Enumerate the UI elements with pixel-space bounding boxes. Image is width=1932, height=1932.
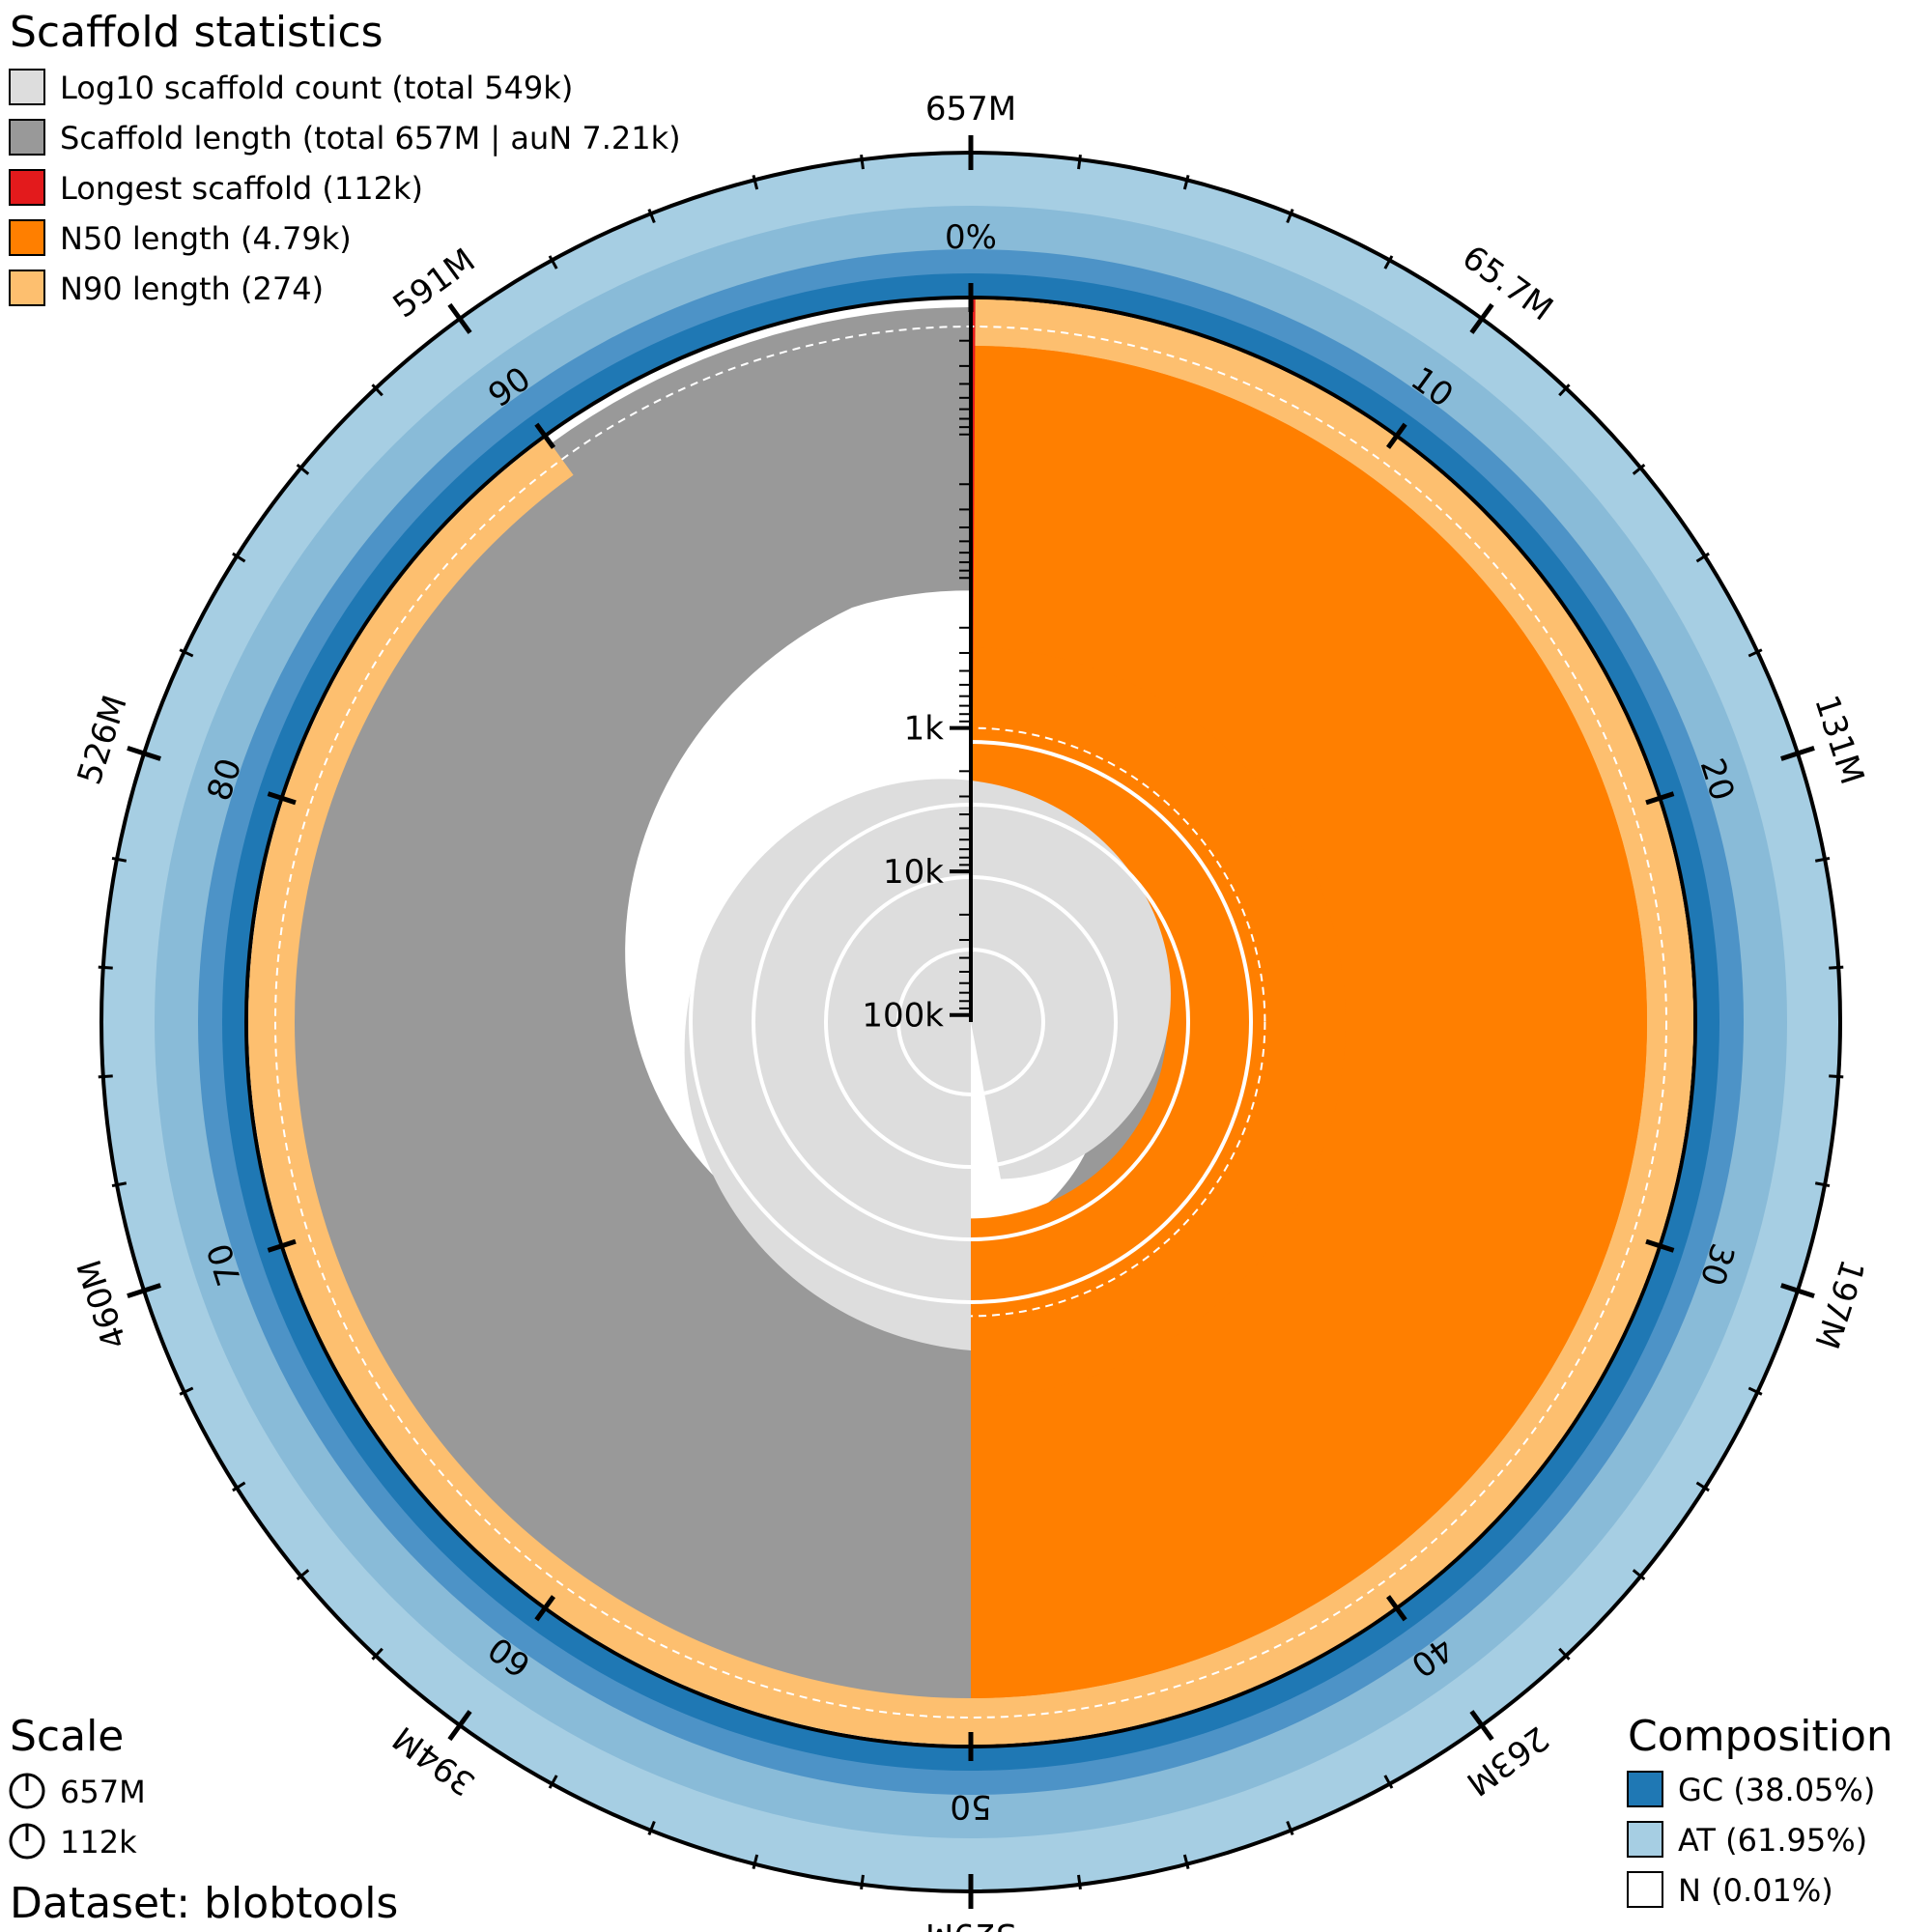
legend-label-4: N90 length (274) [60,270,324,307]
legend-label-0: Log10 scaffold count (total 549k) [60,70,573,106]
outer-minor-tick [1077,154,1082,170]
percent-tick-8 [267,791,297,806]
outer-minor-tick [1695,1481,1710,1492]
outer-tick-label-0: 657M [925,90,1016,128]
outer-minor-tick [752,1854,759,1869]
outer-minor-tick [371,1647,384,1661]
composition-swatch-1 [1627,1821,1663,1858]
outer-tick-1 [1469,302,1494,334]
scale-title: Scale [10,1712,124,1761]
percent-tick-9 [534,422,556,449]
outer-tick-label-5: 329M [925,1916,1016,1932]
legend-label-3: N50 length (4.79k) [60,220,352,257]
outer-tick-label-2: 131M [1806,691,1871,789]
legend-swatch-3 [9,219,45,256]
scale-item-total: 657M [9,1773,146,1810]
length-axis-label-1: 10k [883,853,944,892]
outer-tick-label-7: 460M [71,1255,135,1353]
composition-label-0: GC (38.05%) [1678,1772,1875,1808]
length-axis-ticks: 1k 10k 100k [862,339,971,1036]
percent-tick-label-0: 0% [945,218,997,257]
legend-swatch-0 [9,69,45,105]
percent-tick-label-5: 50 [950,1787,991,1826]
outer-minor-tick [548,1775,558,1789]
composition-swatch-0 [1627,1771,1663,1807]
scale-item-longest: 112k [9,1823,137,1861]
outer-minor-tick [1558,1647,1571,1661]
outer-tick-3 [1780,1283,1815,1299]
scale-label-longest: 112k [60,1824,137,1861]
outer-minor-tick [1814,1181,1831,1188]
panel-title: Scaffold statistics [10,8,384,57]
legend-swatch-4 [9,270,45,306]
composition-legend: GC (38.05%) AT (61.95%) N (0.01%) [1627,1771,1875,1909]
outer-tick-6 [447,1710,472,1742]
outer-tick-7 [127,1283,161,1299]
outer-minor-tick [1632,463,1646,475]
count-spiral-area [684,779,1171,1350]
outer-minor-tick [232,552,246,563]
dataset-label: Dataset: blobtools [10,1879,398,1928]
outer-minor-tick [1077,1874,1082,1890]
percent-tick-2 [1645,791,1675,806]
percent-tick-3 [1645,1238,1675,1253]
outer-minor-tick [860,154,865,170]
length-axis-label-2: 100k [862,997,944,1036]
legend-swatch-1 [9,119,45,156]
percent-tick-6 [534,1595,556,1622]
outer-tick-9 [447,302,472,334]
outer-minor-tick [111,1181,128,1188]
outer-minor-tick [371,384,384,397]
stats-legend: Log10 scaffold count (total 549k) Scaffol… [9,69,681,307]
outer-tick-label-3: 197M [1806,1255,1871,1353]
outer-minor-tick [647,1820,656,1835]
legend-label-1: Scaffold length (total 657M | auN 7.21k) [60,120,681,156]
outer-minor-tick [548,255,558,270]
outer-tick-8 [127,745,161,761]
outer-minor-tick [1286,1820,1294,1835]
legend-label-2: Longest scaffold (112k) [60,170,423,207]
outer-minor-tick [296,1569,310,1581]
outer-minor-tick [1182,1854,1190,1869]
outer-minor-tick [1829,965,1844,970]
outer-minor-tick [1286,209,1294,224]
outer-tick-label-8: 526M [71,691,135,789]
legend-swatch-2 [9,169,45,206]
outer-minor-tick [296,463,310,475]
outer-minor-tick [98,965,113,970]
composition-title: Composition [1628,1712,1893,1761]
outer-minor-tick [179,648,194,658]
percent-tick-7 [267,1238,297,1253]
outer-minor-tick [232,1481,246,1492]
scale-label-total: 657M [60,1774,146,1810]
outer-minor-tick [1182,175,1190,190]
outer-minor-tick [1747,1386,1763,1396]
outer-minor-tick [1814,856,1831,863]
outer-tick-2 [1780,745,1815,761]
outer-minor-tick [1695,552,1710,563]
length-axis-label-0: 1k [904,710,945,749]
composition-label-1: AT (61.95%) [1678,1822,1867,1859]
composition-label-2: N (0.01%) [1678,1872,1833,1909]
n50-sector-inner [971,346,1647,1698]
outer-tick-4 [1469,1710,1494,1742]
outer-minor-tick [1747,648,1763,658]
outer-minor-tick [1558,384,1571,397]
outer-minor-tick [98,1074,113,1079]
outer-minor-tick [1632,1569,1646,1581]
outer-minor-tick [1829,1074,1844,1079]
outer-minor-tick [1383,1775,1394,1789]
outer-minor-tick [647,209,656,224]
outer-minor-tick [1383,255,1394,270]
outer-minor-tick [179,1386,194,1396]
outer-minor-tick [860,1874,865,1890]
composition-swatch-2 [1627,1871,1663,1908]
percent-tick-1 [1385,422,1407,449]
outer-minor-tick [752,175,759,190]
outer-minor-tick [111,856,128,863]
percent-tick-4 [1385,1595,1407,1622]
